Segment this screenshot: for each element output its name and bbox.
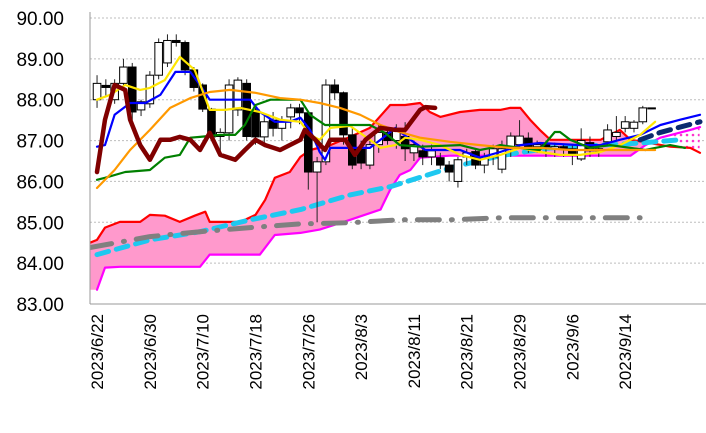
- candle-body-up: [612, 131, 621, 137]
- x-tick-label: 2023/8/21: [458, 314, 477, 390]
- candle-body-up: [638, 107, 648, 123]
- y-tick-label: 86.00: [16, 172, 64, 193]
- candle: [312, 156, 322, 223]
- candle-body-down: [101, 84, 111, 88]
- moving-average-extension-line: [637, 119, 703, 143]
- candle: [603, 124, 612, 145]
- x-tick-label: 2023/8/11: [405, 314, 424, 388]
- x-tick-label: 2023/7/18: [246, 314, 265, 390]
- y-tick-label: 84.00: [16, 254, 64, 275]
- y-tick-label: 89.00: [16, 50, 64, 71]
- candle-body-down: [339, 92, 348, 136]
- candle-body-up: [497, 148, 507, 170]
- x-tick-label: 2023/8/29: [511, 314, 530, 390]
- candle-body-up: [515, 135, 524, 146]
- senkou-span-a-line: [90, 101, 702, 244]
- candle-body-down: [418, 150, 428, 158]
- candle-body-up: [154, 42, 163, 76]
- candle-body-up: [453, 159, 463, 182]
- candle-body-down: [171, 39, 181, 44]
- candle-body-up: [259, 121, 269, 138]
- candle-body-up: [620, 121, 630, 129]
- y-tick-label: 83.00: [16, 295, 64, 316]
- candle-body-up: [163, 39, 172, 64]
- x-tick-label: 2023/8/3: [352, 314, 371, 380]
- candle: [409, 140, 419, 161]
- candle-body-down: [524, 137, 533, 148]
- x-tick-label: 2023/7/10: [194, 314, 213, 390]
- candle: [171, 34, 181, 47]
- candle: [163, 34, 172, 68]
- axes: 83.00 84.00 85.00 86.00 87.00 88.00 89.00 90.00…: [16, 9, 706, 390]
- candle: [444, 161, 454, 182]
- x-tick-label: 2023/7/26: [299, 314, 318, 390]
- candle: [180, 40, 190, 76]
- chikou-span-line: [94, 82, 438, 175]
- y-tick-label: 85.00: [16, 213, 64, 234]
- candle-body-down: [198, 84, 207, 110]
- candle-body-up: [312, 161, 322, 173]
- candle: [330, 79, 340, 100]
- candle: [259, 116, 269, 145]
- candle-body-down: [303, 112, 313, 173]
- candle-body-up: [409, 144, 419, 154]
- candle-body-down: [436, 157, 445, 166]
- indicator-lines-front: [94, 55, 702, 190]
- candle-body-up: [233, 79, 243, 111]
- candle-body-up: [286, 107, 295, 118]
- x-tick-label: 2023/9/6: [563, 314, 582, 380]
- x-tick-label: 2023/6/30: [141, 314, 160, 390]
- candle-body-up: [603, 129, 612, 143]
- candle-body-up: [629, 121, 639, 129]
- candle: [233, 77, 243, 117]
- candle: [647, 107, 656, 110]
- candle-body-down: [295, 107, 304, 114]
- candle-body-up: [365, 144, 375, 166]
- candle: [436, 152, 445, 170]
- candle: [629, 120, 639, 133]
- candle-body-up: [119, 66, 128, 84]
- candle-body-up: [532, 144, 542, 148]
- candle-body-up: [92, 82, 102, 101]
- x-tick-label: 2023/6/22: [88, 314, 107, 390]
- candle: [612, 116, 621, 141]
- candle-body-down: [330, 84, 340, 94]
- candle: [620, 116, 630, 133]
- candle: [92, 75, 102, 108]
- candle: [638, 105, 648, 125]
- candle: [286, 103, 295, 129]
- y-tick-label: 90.00: [16, 9, 64, 30]
- candle: [101, 79, 111, 96]
- moving-average-extra-long-line: [90, 215, 643, 251]
- candle-body-down: [251, 109, 260, 138]
- candle-body-down: [444, 164, 454, 173]
- x-tick-label: 2023/9/14: [616, 314, 635, 390]
- moving-average-medium-line: [95, 88, 657, 190]
- candle: [154, 38, 163, 80]
- candle: [365, 140, 375, 170]
- candle-body-down: [180, 42, 190, 71]
- candle: [339, 91, 348, 145]
- candle-body-up: [647, 107, 656, 110]
- candle-body-up: [136, 101, 146, 111]
- candle-body-up: [427, 150, 436, 158]
- y-tick-label: 87.00: [16, 132, 64, 153]
- y-tick-label: 88.00: [16, 91, 64, 112]
- candle: [453, 156, 463, 188]
